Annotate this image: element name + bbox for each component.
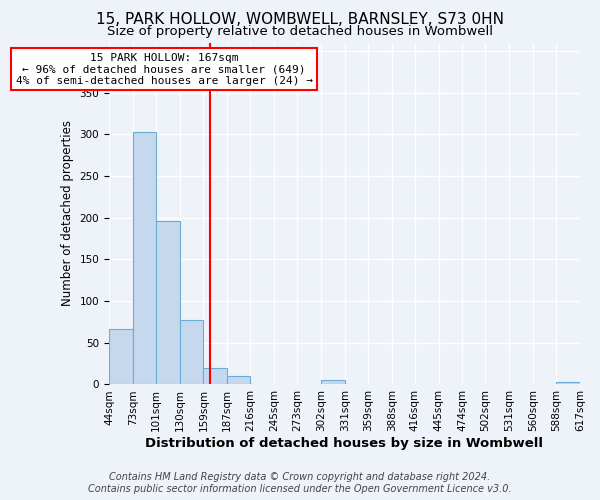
X-axis label: Distribution of detached houses by size in Wombwell: Distribution of detached houses by size … [145,437,544,450]
Bar [133,132,156,384]
Bar [321,380,345,384]
Bar [109,328,133,384]
Bar [556,382,580,384]
Text: Size of property relative to detached houses in Wombwell: Size of property relative to detached ho… [107,25,493,38]
Text: 15, PARK HOLLOW, WOMBWELL, BARNSLEY, S73 0HN: 15, PARK HOLLOW, WOMBWELL, BARNSLEY, S73… [96,12,504,28]
Bar [156,221,179,384]
Text: 15 PARK HOLLOW: 167sqm
← 96% of detached houses are smaller (649)
4% of semi-det: 15 PARK HOLLOW: 167sqm ← 96% of detached… [16,53,313,86]
Bar [227,376,250,384]
Bar [203,368,227,384]
Bar [179,320,203,384]
Text: Contains HM Land Registry data © Crown copyright and database right 2024.
Contai: Contains HM Land Registry data © Crown c… [88,472,512,494]
Y-axis label: Number of detached properties: Number of detached properties [61,120,74,306]
